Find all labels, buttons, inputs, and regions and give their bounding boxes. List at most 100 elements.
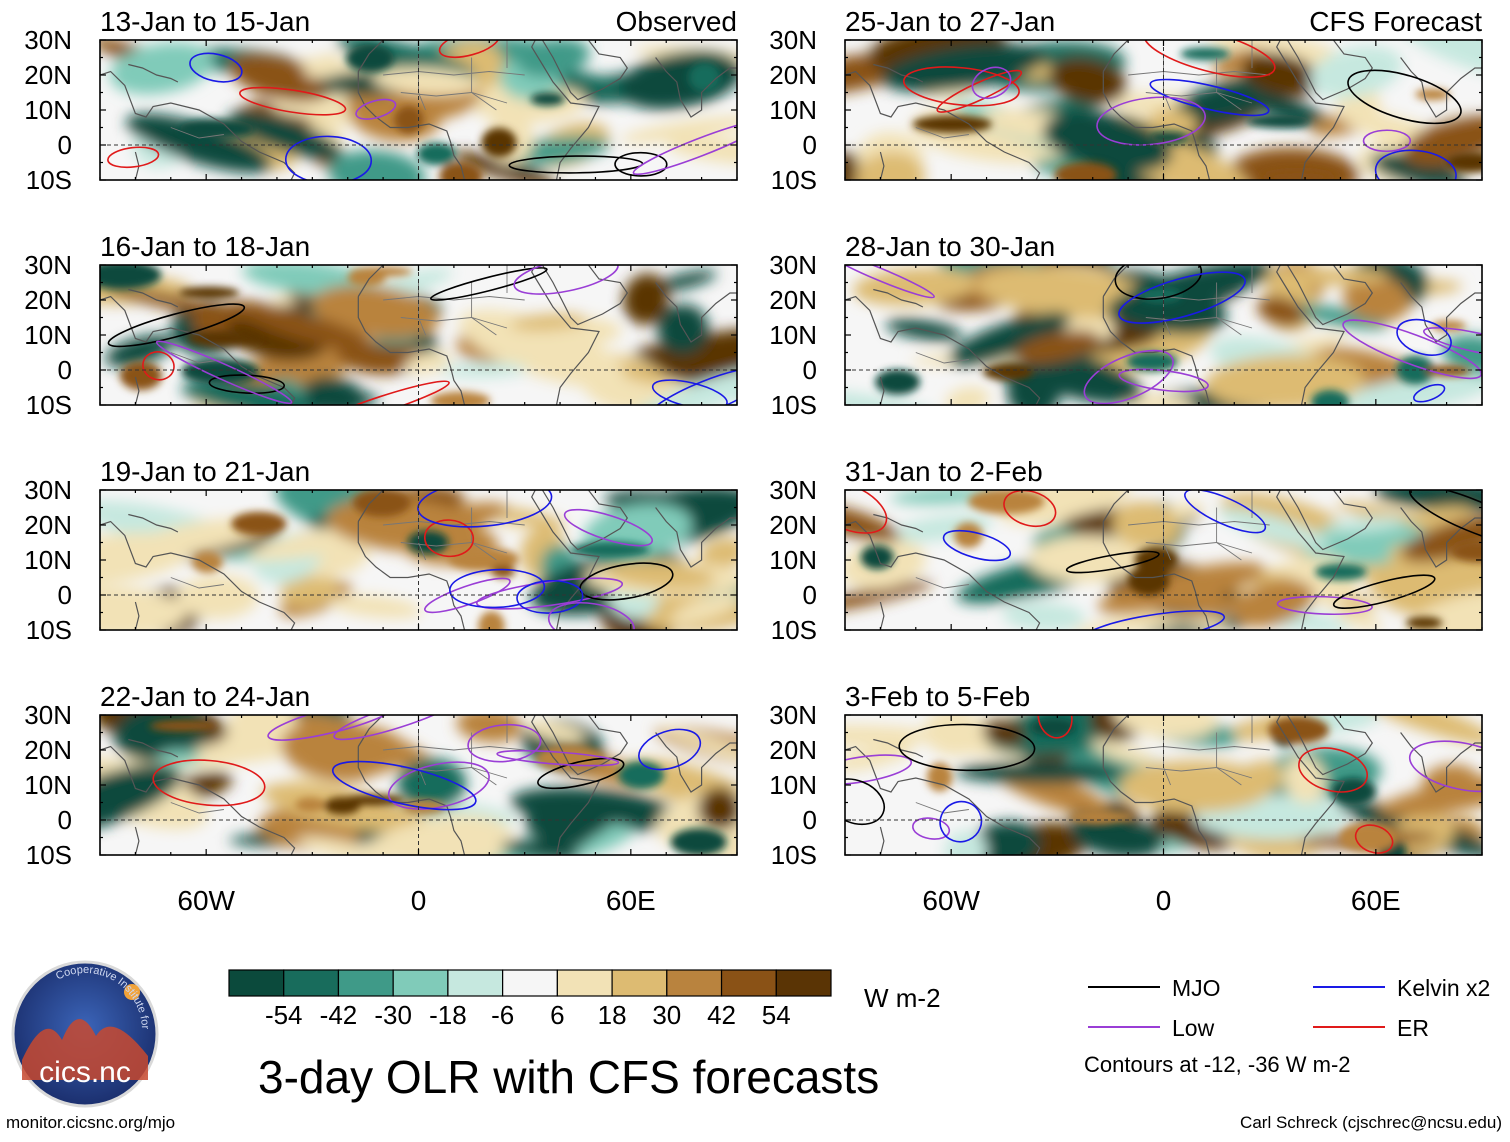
logo-name-text: cics.nc [39,1056,131,1089]
colorbar-swatch [502,969,558,997]
wave-contours [845,265,1482,405]
lat-label: 0 [803,805,817,835]
panel-2: 30N 20N 10N 0 10S 16-Jan to 18-Jan [24,231,738,420]
wave-contours [845,715,1482,854]
panel-title: 28-Jan to 30-Jan [845,231,1055,262]
lat-label: 10N [24,320,72,350]
lat-label: 20N [769,510,817,540]
legend-label-low: Low [1172,1015,1215,1041]
panel-5: 30N 20N 10N 0 10S 25-Jan to 27-Jan CFS Forecas… [769,6,1483,195]
panel-ticks [99,714,738,856]
panel-ticks [99,489,738,631]
lat-label: 10N [24,770,72,800]
lat-label: 20N [24,285,72,315]
colorbar-label: 6 [550,1000,564,1030]
panel-ticks [844,264,1483,406]
wave-contours [902,40,1462,180]
panel-1: 30N 20N 10N 0 10S 13-Jan to 15-Jan Observed [24,6,738,195]
lat-label: 10N [769,770,817,800]
colorbar-label: 54 [762,1000,791,1030]
lat-label: 0 [58,580,72,610]
panel-3: 30N 20N 10N 0 10S 19-Jan to 21-Jan [24,456,738,645]
colorbar-label: -30 [374,1000,412,1030]
footer-credit: Carl Schreck (cjschrec@ncsu.edu) [1240,1113,1502,1132]
figure-title: 3-day OLR with CFS forecasts [258,1051,880,1103]
lat-label: 0 [803,355,817,385]
lon-label: 60E [1351,885,1401,916]
lat-label: 10S [771,840,817,870]
colorbar-label: 30 [652,1000,681,1030]
country-borders [170,490,525,589]
lat-label: 0 [58,355,72,385]
panel-ticks [99,39,738,181]
lat-label: 10S [26,165,72,195]
colorbar-swatch [556,969,613,997]
colorbar-label: 18 [598,1000,627,1030]
panel-7: 30N 20N 10N 0 10S 31-Jan to 2-Feb [769,456,1483,645]
wave-contours [152,715,702,811]
colorbar-swatch [283,969,340,997]
coastlines [845,40,1482,180]
lat-label: 10N [769,545,817,575]
wave-contours [417,490,674,630]
lat-label: 0 [58,130,72,160]
panel-title: 3-Feb to 5-Feb [845,681,1030,712]
lat-label: 30N [24,25,72,55]
lat-label: 10S [771,615,817,645]
lat-label: 10S [26,390,72,420]
panel-title: 16-Jan to 18-Jan [100,231,310,262]
legend-label-mjo: MJO [1172,975,1221,1001]
column-header: CFS Forecast [1309,6,1482,37]
panel-title: 13-Jan to 15-Jan [100,6,310,37]
contour-note: Contours at -12, -36 W m-2 [1084,1052,1351,1077]
panel-6: 30N 20N 10N 0 10S 28-Jan to 30-Jan [769,231,1483,420]
wave-contours [845,490,1482,630]
coastlines [845,265,1482,405]
legend: MJO Kelvin x2 Low ER [1088,975,1490,1041]
lat-label: 10S [771,165,817,195]
lat-label: 10S [771,390,817,420]
lat-label: 10N [769,320,817,350]
olr-anomaly-field [100,40,737,180]
lat-label: 10N [769,95,817,125]
footer-url[interactable]: monitor.cicsnc.org/mjo [6,1113,176,1132]
coastlines [845,490,1482,630]
olr-anomaly-field [100,265,737,405]
lon-label: 60E [606,885,656,916]
panel-title: 25-Jan to 27-Jan [845,6,1055,37]
panel-ticks [844,489,1483,631]
lat-label: 10N [24,95,72,125]
lat-label: 20N [24,510,72,540]
colorbar-swatch [337,969,394,997]
panel-ticks [844,714,1483,856]
lat-label: 20N [24,735,72,765]
panel-title: 31-Jan to 2-Feb [845,456,1043,487]
lat-label: 20N [769,60,817,90]
colorbar-label: -42 [320,1000,358,1030]
colorbar-swatch [775,969,832,997]
colorbar-label: -6 [491,1000,514,1030]
lat-label: 30N [24,475,72,505]
wave-contours [107,40,737,180]
lat-label: 30N [769,475,817,505]
wave-contours [107,265,737,405]
country-borders [915,265,1270,364]
colorbar-swatch [666,969,723,997]
colorbar-swatch [611,969,668,997]
panel-title: 22-Jan to 24-Jan [100,681,310,712]
lat-label: 0 [58,805,72,835]
colorbar-swatch [392,969,449,997]
lat-label: 10N [24,545,72,575]
lon-label: 0 [1156,885,1172,916]
lat-label: 20N [769,735,817,765]
lat-label: 0 [803,580,817,610]
lat-label: 10S [26,840,72,870]
lat-label: 20N [769,285,817,315]
lon-label: 0 [411,885,427,916]
panel-ticks [99,264,738,406]
lat-label: 30N [769,250,817,280]
lat-label: 10S [26,615,72,645]
colorbar-label: -18 [429,1000,467,1030]
column-header: Observed [616,6,737,37]
